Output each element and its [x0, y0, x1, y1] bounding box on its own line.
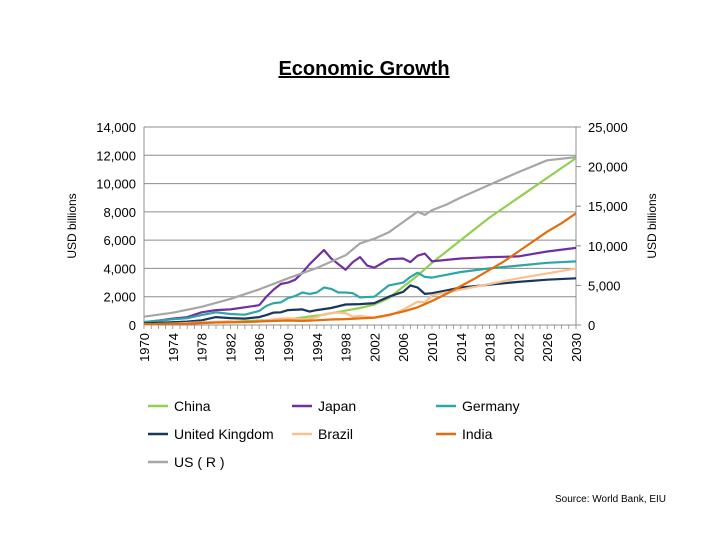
x-tick-label: 1998	[339, 333, 354, 362]
axes: 0 2,000 4,000 6,000 8,000 10,000 12,000 14,000 0…	[96, 120, 628, 362]
x-tick-label: 2006	[396, 333, 411, 362]
y-axis-label-right: USD billions	[645, 193, 659, 258]
series-line-japan	[143, 246, 577, 324]
y-tick-label-right: 15,000	[588, 199, 628, 214]
y-tick-label-right: 25,000	[588, 120, 628, 135]
x-tick-label: 2030	[569, 333, 584, 362]
y-tick-label-right: 0	[588, 318, 595, 333]
x-tick-label: 2018	[483, 333, 498, 362]
legend-entry: India	[462, 426, 493, 442]
y-tick-label-left: 2,000	[103, 290, 136, 305]
y-tick-label-right: 5,000	[588, 278, 621, 293]
legend-entry: US ( R )	[174, 454, 225, 470]
gridlines	[144, 126, 576, 326]
legend-entry: Germany	[462, 398, 520, 414]
legend-entry: China	[174, 398, 211, 414]
x-tick-label: 1970	[137, 333, 152, 362]
series-line-us-r	[143, 156, 577, 318]
source-note: Source: World Bank, EIU	[555, 494, 666, 505]
x-tick-label: 1982	[223, 333, 238, 362]
y-tick-label-left: 0	[129, 318, 136, 333]
series-lines	[143, 156, 577, 326]
y-tick-label-left: 12,000	[96, 148, 136, 163]
series-line-india	[143, 212, 577, 326]
x-tick-label: 1990	[281, 333, 296, 362]
x-tick-label: 2026	[540, 333, 555, 362]
y-tick-label-left: 6,000	[103, 233, 136, 248]
y-tick-label-left: 4,000	[103, 261, 136, 276]
y-tick-label-right: 10,000	[588, 239, 628, 254]
series-line-china	[143, 157, 577, 325]
series-line-germany	[143, 260, 577, 324]
x-tick-label: 1994	[310, 333, 325, 362]
x-tick-label: 1978	[195, 333, 210, 362]
chart-title: Economic Growth	[278, 58, 449, 80]
x-tick-label: 1986	[252, 333, 267, 362]
legend-entry: Japan	[318, 398, 356, 414]
x-tick-label: 2014	[454, 333, 469, 362]
y-tick-label-left: 14,000	[96, 120, 136, 135]
x-tick-label: 2010	[425, 333, 440, 362]
legend-entry: United Kingdom	[174, 426, 274, 442]
y-axis-label-left: USD billions	[65, 193, 79, 258]
y-tick-label-left: 10,000	[96, 177, 136, 192]
x-tick-label: 2002	[367, 333, 382, 362]
legend-entry: Brazil	[318, 426, 353, 442]
x-tick-label: 2022	[511, 333, 526, 362]
y-tick-label-left: 8,000	[103, 205, 136, 220]
y-tick-label-right: 20,000	[588, 160, 628, 175]
series-line-united-kingdom	[143, 277, 577, 325]
x-tick-label: 1974	[166, 333, 181, 362]
legend: China Japan Germany United Kingdom Brazil Ind…	[148, 398, 520, 470]
